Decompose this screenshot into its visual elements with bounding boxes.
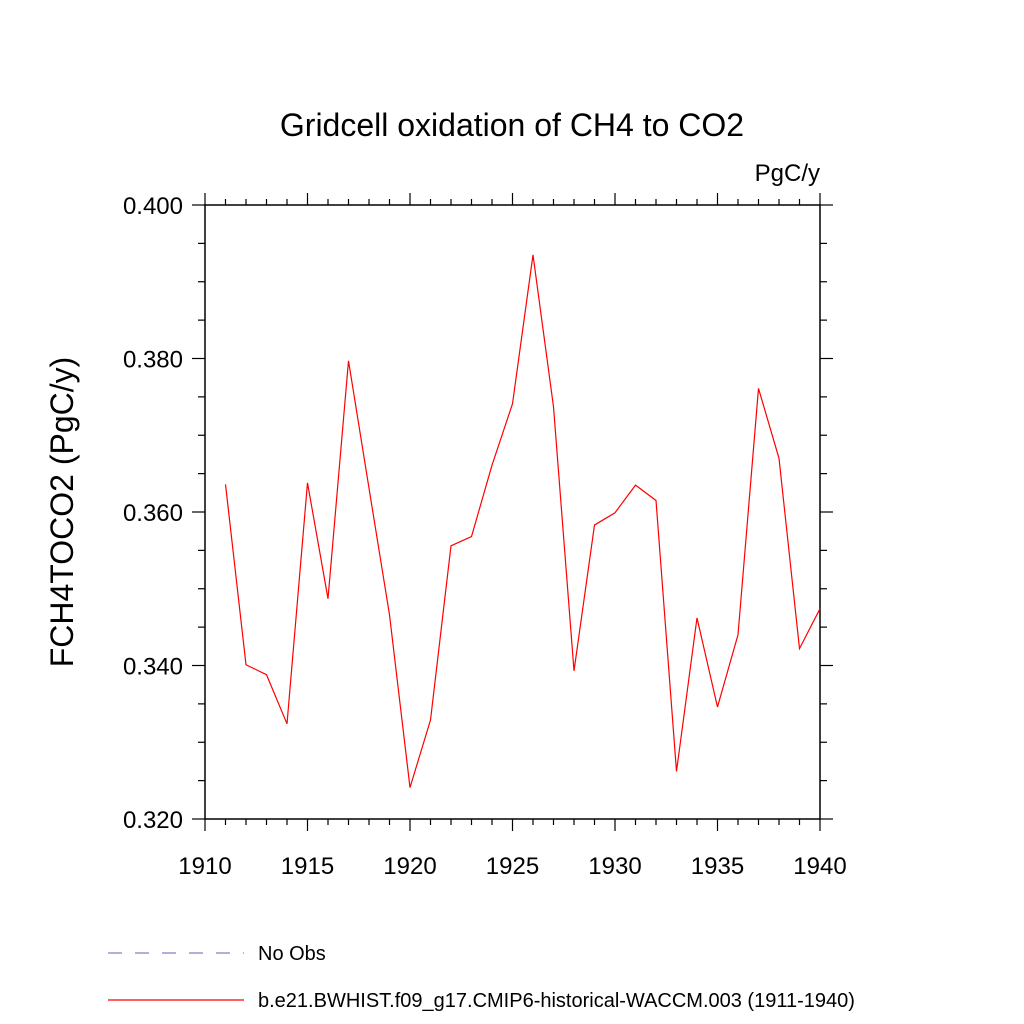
y-tick-label: 0.380 xyxy=(123,347,183,374)
y-tick-label: 0.340 xyxy=(123,654,183,681)
legend-label-no-obs: No Obs xyxy=(258,943,326,965)
plot-frame xyxy=(204,204,821,820)
axis-ticks xyxy=(192,193,833,831)
y-tick-label: 0.320 xyxy=(123,807,183,834)
axis-tick-labels: 1910 1915 1920 1925 1930 1935 1940 0.320 0.340 0.… xyxy=(123,193,847,880)
y-tick-label: 0.400 xyxy=(123,193,183,220)
y-axis-label: FCH4TOCO2 (PgC/y) xyxy=(44,357,80,668)
legend: No Obs b.e21.BWHIST.f09_g17.CMIP6-histor… xyxy=(108,943,855,1012)
legend-label-model: b.e21.BWHIST.f09_g17.CMIP6-historical-WA… xyxy=(258,990,855,1012)
x-tick-label: 1915 xyxy=(281,853,334,880)
x-tick-label: 1935 xyxy=(691,853,744,880)
x-tick-label: 1930 xyxy=(588,853,641,880)
series-line xyxy=(224,254,821,788)
x-tick-label: 1940 xyxy=(793,853,846,880)
x-tick-label: 1910 xyxy=(178,853,231,880)
chart-title: Gridcell oxidation of CH4 to CO2 xyxy=(280,107,744,143)
y-tick-label: 0.360 xyxy=(123,500,183,527)
units-label: PgC/y xyxy=(755,160,820,187)
x-tick-label: 1920 xyxy=(383,853,436,880)
x-tick-label: 1925 xyxy=(486,853,539,880)
